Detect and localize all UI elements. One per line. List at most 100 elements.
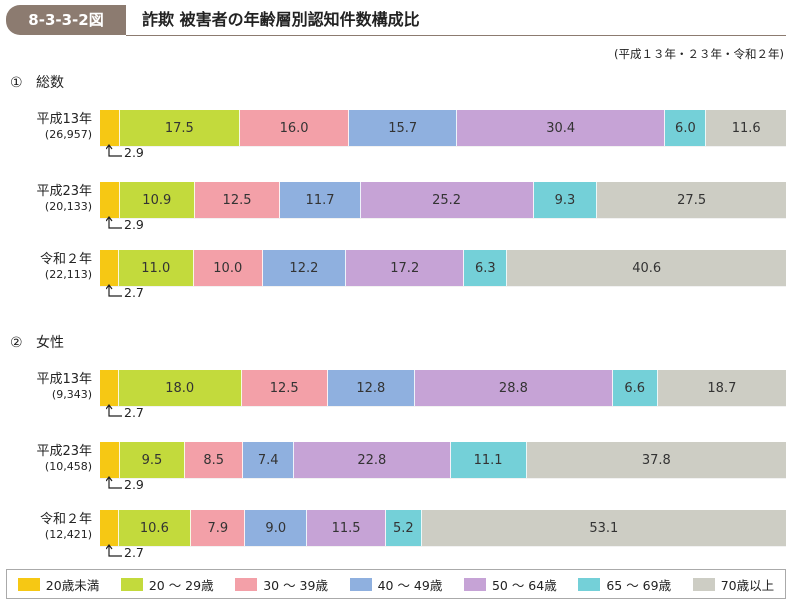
callout-arrow-icon xyxy=(105,144,122,157)
section-number: ① xyxy=(10,75,23,91)
bar-segment: 15.7 xyxy=(349,110,458,146)
under20-value: 2.9 xyxy=(124,477,144,492)
data-label: 11.0 xyxy=(141,260,171,276)
legend-swatch xyxy=(463,577,486,591)
bar-segment: 7.4 xyxy=(243,442,295,478)
bar-segment: 6.6 xyxy=(612,370,658,406)
row-label: 平成13年 (26,957) xyxy=(0,112,92,142)
bar-segment: 9.5 xyxy=(119,442,186,478)
bar-segment: 16.0 xyxy=(239,110,350,146)
bar-segment xyxy=(100,250,119,286)
data-label: 8.5 xyxy=(203,452,225,468)
category-label: 平成13年 xyxy=(36,372,92,387)
stacked-bar: 9.5 8.5 7.4 22.8 11.1 37.8 xyxy=(100,442,786,478)
stacked-bar: 11.0 10.0 12.2 17.2 6.3 40.6 xyxy=(100,250,786,286)
category-label: 令和２年 xyxy=(39,512,92,527)
under20-callout: 2.9 xyxy=(105,144,144,160)
legend-swatch xyxy=(349,577,372,591)
stacked-bar: 10.9 12.5 11.7 25.2 9.3 27.5 xyxy=(100,182,786,218)
header-rule xyxy=(126,35,786,36)
data-label: 27.5 xyxy=(677,192,707,208)
bar-segment: 10.9 xyxy=(119,182,195,218)
under20-callout: 2.9 xyxy=(105,216,144,232)
data-label: 12.2 xyxy=(289,260,319,276)
legend-label: 65 ～ 69歳 xyxy=(606,577,672,593)
bar-segment: 25.2 xyxy=(360,182,534,218)
bar-segment: 37.8 xyxy=(526,442,786,478)
callout-arrow-icon xyxy=(105,544,122,557)
bar-segment: 7.9 xyxy=(191,510,246,546)
count-label: (20,133) xyxy=(44,200,92,213)
data-label: 18.7 xyxy=(707,380,737,396)
under20-value: 2.9 xyxy=(124,145,144,160)
under20-callout: 2.7 xyxy=(105,284,144,300)
under20-value: 2.7 xyxy=(124,405,144,420)
callout-arrow-icon xyxy=(105,284,122,297)
data-label: 11.1 xyxy=(473,452,503,468)
callout-arrow-icon xyxy=(105,404,122,417)
category-label: 平成23年 xyxy=(36,184,92,199)
section-title: ① 総数 xyxy=(10,72,64,92)
bar-segment: 17.5 xyxy=(119,110,240,146)
data-label: 53.1 xyxy=(589,520,619,536)
data-label: 22.8 xyxy=(357,452,387,468)
count-label: (9,343) xyxy=(51,388,92,401)
bar-segment xyxy=(100,510,119,546)
row-label: 令和２年 (12,421) xyxy=(0,512,92,542)
data-label: 7.4 xyxy=(257,452,279,468)
data-label: 16.0 xyxy=(279,120,309,136)
legend-label: 40 ～ 49歳 xyxy=(377,577,443,593)
data-label: 10.0 xyxy=(213,260,243,276)
under20-callout: 2.7 xyxy=(105,404,144,420)
bar-segment: 11.7 xyxy=(280,182,361,218)
legend-swatch xyxy=(235,577,258,591)
legend-label: 20歳未満 xyxy=(45,577,100,593)
bar-segment: 11.5 xyxy=(307,510,387,546)
figure-header: 8-3-3-2図 詐欺 被害者の年齢層別認知件数構成比 xyxy=(6,5,786,36)
data-label: 17.5 xyxy=(164,120,194,136)
legend-swatch xyxy=(692,577,715,591)
bar-segment: 9.0 xyxy=(245,510,308,546)
bar-segment: 27.5 xyxy=(597,182,786,218)
legend-item: 40 ～ 49歳 xyxy=(349,575,443,594)
data-label: 11.6 xyxy=(731,120,761,136)
data-label: 37.8 xyxy=(641,452,671,468)
legend-item: 50 ～ 64歳 xyxy=(463,575,557,594)
bar-segment: 53.1 xyxy=(421,510,786,546)
bar-segment xyxy=(100,110,120,146)
data-label: 15.7 xyxy=(388,120,418,136)
legend-item: 30 ～ 39歳 xyxy=(235,575,328,594)
legend-item: 20 ～ 29歳 xyxy=(120,575,214,594)
legend-item: 65 ～ 69歳 xyxy=(578,575,671,594)
row-label: 平成13年 (9,343) xyxy=(0,372,92,402)
bar-segment: 6.3 xyxy=(464,250,508,286)
bar-segment: 11.6 xyxy=(706,110,786,146)
period-note: (平成１３年・２３年・令和２年) xyxy=(614,47,784,61)
data-label: 10.9 xyxy=(142,192,172,208)
bar-segment: 10.0 xyxy=(193,250,263,286)
bar-segment: 12.2 xyxy=(262,250,347,286)
data-label: 28.8 xyxy=(498,380,528,396)
section-label: 総数 xyxy=(36,75,64,91)
section-number: ② xyxy=(10,335,23,351)
under20-value: 2.7 xyxy=(124,545,144,560)
stacked-bar: 18.0 12.5 12.8 28.8 6.6 18.7 xyxy=(100,370,786,406)
bar-segment xyxy=(100,442,120,478)
under20-callout: 2.9 xyxy=(105,476,144,492)
count-label: (10,458) xyxy=(44,460,92,473)
section-title: ② 女性 xyxy=(10,332,64,352)
data-label: 5.2 xyxy=(393,520,414,536)
under20-value: 2.9 xyxy=(124,217,144,232)
legend-label: 50 ～ 64歳 xyxy=(491,577,557,593)
count-label: (22,113) xyxy=(44,268,92,281)
row-label: 平成23年 (20,133) xyxy=(0,184,92,214)
bar-segment: 9.3 xyxy=(533,182,598,218)
category-label: 平成13年 xyxy=(36,112,92,127)
bar-segment: 18.7 xyxy=(657,370,786,406)
bar-segment: 22.8 xyxy=(294,442,451,478)
data-label: 11.7 xyxy=(305,192,335,208)
data-label: 9.3 xyxy=(554,192,576,208)
data-label: 12.8 xyxy=(356,380,386,396)
under20-callout: 2.7 xyxy=(105,544,144,560)
bar-segment: 12.8 xyxy=(327,370,416,406)
